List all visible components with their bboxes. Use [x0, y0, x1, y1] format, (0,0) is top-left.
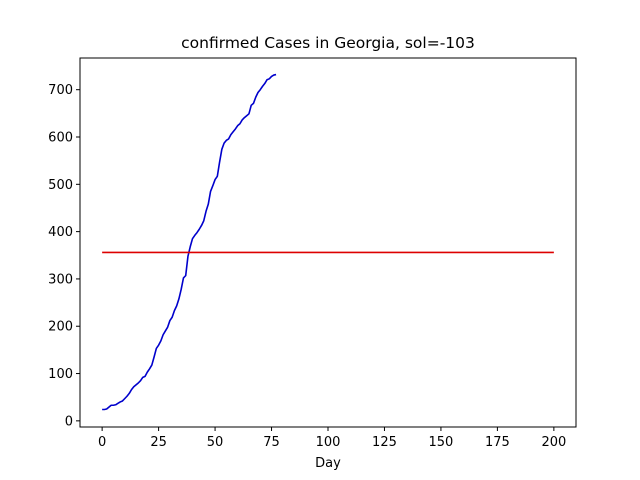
x-tick-label: 25 [150, 435, 167, 450]
y-tick-label: 100 [48, 367, 73, 382]
series-layer [102, 73, 554, 411]
y-tick-label: 400 [48, 225, 73, 240]
y-axis-ticks: 0 100 200 300 400 500 600 700 [48, 83, 80, 429]
y-tick-label: 500 [48, 178, 73, 193]
y-tick-label: 700 [48, 83, 73, 98]
y-tick-label: 600 [48, 131, 73, 146]
x-tick-label: 200 [541, 435, 566, 450]
x-axis-ticks: 0 25 50 75 100 125 150 175 200 [98, 427, 566, 450]
x-axis-label: Day [315, 456, 341, 471]
x-tick-label: 75 [263, 435, 280, 450]
x-tick-label: 125 [372, 435, 397, 450]
x-tick-label: 150 [429, 435, 454, 450]
x-tick-label: 175 [485, 435, 510, 450]
x-tick-label: 0 [98, 435, 106, 450]
plot-frame [79, 57, 577, 428]
y-tick-label: 0 [65, 414, 73, 429]
y-tick-label: 300 [48, 272, 73, 287]
series-line-1 [102, 73, 277, 411]
chart-title: confirmed Cases in Georgia, sol=-103 [181, 34, 475, 52]
x-tick-label: 50 [207, 435, 224, 450]
y-tick-label: 200 [48, 320, 73, 335]
x-tick-label: 100 [316, 435, 341, 450]
